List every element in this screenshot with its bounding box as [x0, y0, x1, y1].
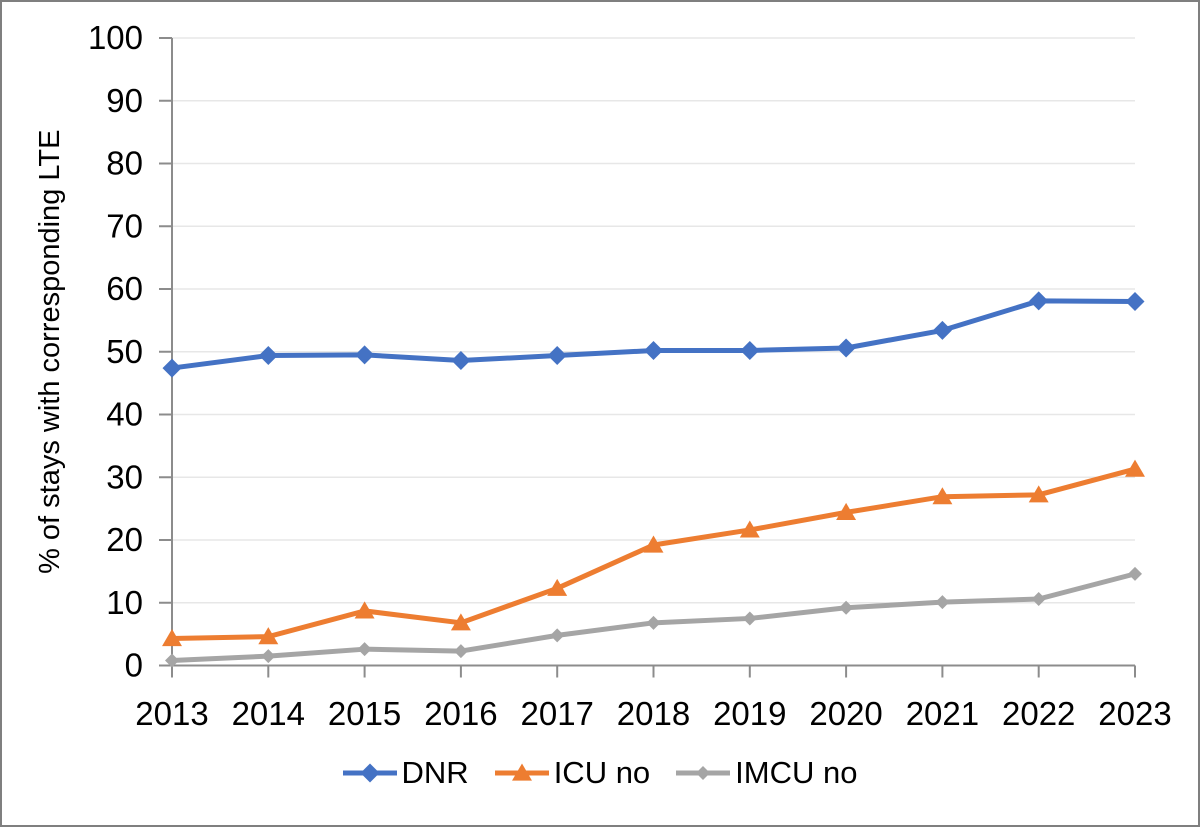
series-line-ICU-no — [169, 466, 1138, 642]
data-point-DNR-2022 — [1029, 291, 1049, 311]
legend-swatch-DNR-icon — [342, 763, 397, 783]
axes-group — [159, 37, 1136, 678]
x-tick-label-2019: 2019 — [713, 695, 786, 732]
data-point-DNR-2019 — [740, 340, 760, 360]
y-tick-label-20: 20 — [106, 521, 143, 558]
x-tick-label-2018: 2018 — [617, 695, 690, 732]
data-point-DNR-2016 — [451, 351, 471, 371]
data-point-DNR-2023 — [1125, 292, 1145, 312]
legend-marker-diamond-icon — [360, 763, 380, 783]
data-point-DNR-2021 — [932, 320, 952, 340]
legend-item-IMCU-no: IMCU no — [676, 755, 857, 791]
x-tick-label-2023: 2023 — [1098, 695, 1171, 732]
legend-label: DNR — [401, 755, 469, 790]
data-point-DNR-2013 — [162, 358, 182, 378]
data-point-DNR-2014 — [258, 346, 278, 366]
x-tick-label-2013: 2013 — [135, 695, 208, 732]
data-point-ICU-no-2015 — [354, 601, 375, 619]
y-tick-label-10: 10 — [106, 584, 143, 621]
data-point-ICU-no-2023 — [1125, 459, 1145, 477]
legend-label: ICU no — [553, 755, 651, 790]
chart-legend: DNR ICU no IMCU no — [2, 750, 1198, 796]
legend-swatch-IMCU-no-icon — [676, 766, 731, 780]
data-point-DNR-2020 — [836, 338, 856, 358]
y-tick-label-90: 90 — [106, 82, 143, 119]
legend-marker-diamond-icon — [696, 766, 711, 780]
data-point-ICU-no-2013 — [162, 629, 182, 647]
data-point-ICU-no-2022 — [1028, 485, 1049, 503]
y-tick-label-100: 100 — [88, 19, 143, 56]
legend-item-DNR: DNR — [342, 755, 469, 791]
data-point-DNR-2018 — [644, 340, 663, 360]
data-point-DNR-2015 — [355, 345, 375, 365]
data-point-IMCU-no-2020 — [839, 600, 854, 615]
y-axis-title: % of stays with corresponding LTE — [34, 130, 66, 574]
series-group-ICU-no — [162, 459, 1145, 647]
data-point-ICU-no-2020 — [836, 502, 857, 520]
y-tick-label-60: 60 — [106, 270, 143, 307]
data-point-ICU-no-2016 — [450, 613, 471, 631]
data-point-IMCU-no-2017 — [550, 628, 565, 643]
x-tick-label-2015: 2015 — [328, 695, 401, 732]
data-point-IMCU-no-2016 — [453, 644, 468, 659]
x-tick-label-2020: 2020 — [809, 695, 882, 732]
legend-marker-triangle-icon — [511, 763, 532, 781]
tick-labels-group: 0 10 20 30 40 50 60 70 80 90 100 2013 2014 2015 2016 20… — [88, 19, 1172, 732]
legend-swatch-ICU-no-icon — [494, 763, 549, 781]
data-point-ICU-no-2014 — [258, 627, 279, 645]
y-tick-label-70: 70 — [106, 207, 143, 244]
data-point-ICU-no-2019 — [739, 520, 760, 538]
gridlines-group — [172, 37, 1135, 604]
y-tick-label-80: 80 — [106, 145, 143, 182]
data-point-IMCU-no-2018 — [646, 615, 661, 630]
x-tick-label-2017: 2017 — [520, 695, 593, 732]
data-point-ICU-no-2018 — [643, 535, 664, 553]
legend-item-ICU-no: ICU no — [494, 755, 651, 791]
x-tick-label-2022: 2022 — [1002, 695, 1075, 732]
series-group-IMCU-no — [165, 566, 1142, 668]
data-point-IMCU-no-2023 — [1128, 566, 1142, 581]
x-tick-label-2014: 2014 — [232, 695, 305, 732]
line-chart-svg: 0 10 20 30 40 50 60 70 80 90 100 2013 2014 2015 2016 20… — [34, 19, 1172, 732]
y-tick-label-40: 40 — [106, 396, 143, 433]
series-group-DNR — [162, 291, 1145, 378]
data-point-IMCU-no-2022 — [1031, 591, 1046, 606]
data-point-IMCU-no-2013 — [165, 653, 179, 668]
x-tick-label-2016: 2016 — [424, 695, 497, 732]
data-point-DNR-2017 — [547, 346, 567, 366]
data-point-IMCU-no-2019 — [742, 611, 757, 626]
data-point-IMCU-no-2015 — [357, 642, 372, 657]
x-tick-label-2021: 2021 — [906, 695, 979, 732]
y-tick-label-0: 0 — [125, 647, 143, 684]
y-tick-label-30: 30 — [106, 458, 143, 495]
legend-label: IMCU no — [735, 755, 858, 790]
y-tick-label-50: 50 — [106, 333, 143, 370]
data-point-ICU-no-2021 — [932, 487, 953, 505]
data-point-IMCU-no-2021 — [935, 595, 950, 610]
data-point-ICU-no-2017 — [547, 578, 568, 596]
data-point-IMCU-no-2014 — [261, 649, 276, 664]
